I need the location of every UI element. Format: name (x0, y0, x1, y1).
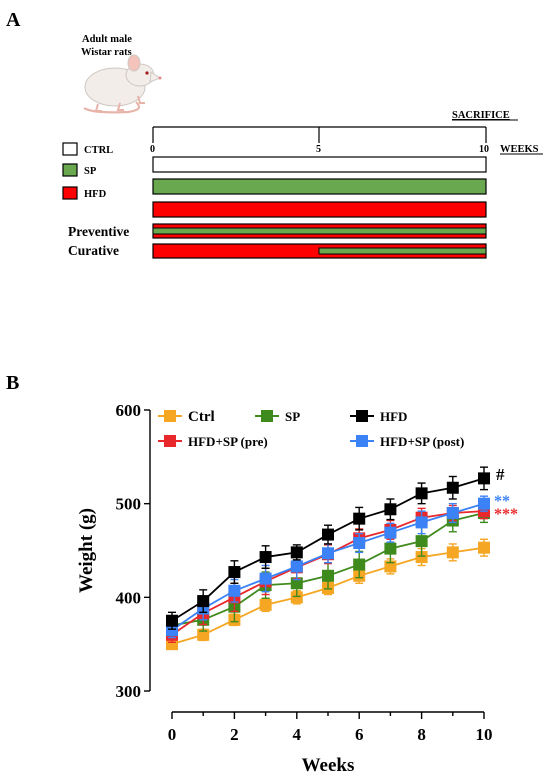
y-axis-title: Weight (g) (76, 508, 97, 593)
x-tick-label: 2 (230, 725, 239, 744)
data-point (197, 628, 210, 641)
data-point (322, 528, 334, 541)
y-tick-label: 400 (116, 588, 142, 607)
data-point (384, 560, 397, 573)
timeline: 0 5 10 SACRIFICE WEEKS (150, 110, 543, 155)
x-tick-label: 10 (476, 725, 493, 744)
chart-series (166, 466, 490, 651)
chart-axes: 300 400 500 600 0 2 4 6 8 10 Weeks Weight (g) (76, 401, 493, 776)
chart-legend: Ctrl SP HFD HFD+SP (pre) HFD+SP (post) (158, 409, 464, 449)
data-point (322, 547, 334, 560)
significance-marker: # (496, 465, 505, 484)
data-point (384, 503, 397, 516)
data-point (290, 577, 303, 590)
data-point (353, 537, 366, 550)
legend-marker (164, 435, 176, 447)
protocol-label-preventive: Preventive (68, 224, 129, 239)
x-tick-label: 6 (355, 725, 364, 744)
significance-markers: # ***** (494, 465, 518, 523)
data-point (446, 481, 459, 494)
legend-item: Ctrl (158, 409, 215, 425)
x-tick-label: 0 (168, 725, 177, 744)
legend-item: HFD (350, 409, 407, 424)
rat-illustration (83, 54, 162, 114)
data-point (353, 512, 366, 525)
animal-label-line2: Wistar rats (81, 47, 132, 58)
treatment-bars: Preventive Curative (68, 156, 487, 259)
legend-label: HFD+SP (post) (380, 434, 464, 449)
legend-label: HFD (380, 409, 407, 424)
data-point (415, 551, 428, 564)
x-tick-label: 4 (293, 725, 302, 744)
weeks-label: WEEKS (500, 144, 539, 155)
data-point (478, 497, 490, 510)
legend-item: HFD+SP (pre) (158, 434, 268, 449)
bar-preventive-sp (152, 227, 487, 235)
data-point (478, 472, 490, 485)
panel-a-label: A (6, 9, 21, 31)
data-point (290, 546, 303, 559)
data-point (446, 546, 459, 559)
x-axis-title: Weeks (302, 755, 355, 776)
data-point (384, 542, 397, 555)
data-point (384, 526, 397, 539)
data-point (166, 638, 178, 651)
data-point (415, 516, 428, 529)
y-tick-label: 300 (116, 682, 142, 701)
timeline-tick-label-0: 0 (150, 144, 155, 155)
data-point (322, 569, 334, 582)
group-legend: CTRL SP HFD (62, 142, 113, 200)
data-point (353, 558, 366, 571)
protocol-label-curative: Curative (68, 243, 119, 258)
bar-curative-sp (318, 247, 487, 255)
bar-ctrl (152, 156, 487, 173)
legend-label-sp: SP (84, 166, 97, 177)
animal-label-line1: Adult male (82, 34, 132, 45)
data-point (228, 566, 241, 579)
significance-marker: *** (494, 506, 518, 523)
legend-marker (356, 435, 368, 447)
series-sp (166, 502, 490, 634)
legend-marker (164, 410, 176, 422)
bar-hfd (152, 201, 487, 218)
series-hfd (166, 466, 490, 630)
timeline-tick-label-5: 5 (316, 144, 321, 155)
legend-swatch-hfd (62, 186, 78, 200)
legend-item: HFD+SP (post) (350, 434, 464, 449)
legend-label-ctrl: CTRL (84, 145, 113, 156)
data-point (446, 507, 459, 520)
data-point (415, 535, 428, 548)
legend-label-hfd: HFD (84, 189, 107, 200)
data-point (197, 595, 210, 608)
x-tick-label: 8 (417, 725, 426, 744)
data-point (259, 572, 272, 585)
data-point (290, 560, 303, 573)
data-point (228, 584, 241, 597)
data-point (166, 614, 178, 627)
legend-label: Ctrl (188, 409, 215, 425)
bar-sp (152, 178, 487, 195)
legend-swatch-sp (62, 163, 78, 177)
y-tick-label: 500 (116, 495, 142, 514)
legend-item: SP (255, 409, 300, 424)
legend-label: HFD+SP (pre) (188, 434, 268, 449)
weight-chart: 300 400 500 600 0 2 4 6 8 10 Weeks Weight (g) Ctrl S… (76, 401, 518, 776)
legend-swatch-ctrl (62, 142, 78, 156)
legend-marker (356, 410, 368, 422)
legend-marker (261, 410, 273, 422)
sacrifice-label: SACRIFICE (452, 110, 510, 121)
data-point (415, 487, 428, 500)
timeline-tick-label-10: 10 (479, 144, 489, 155)
data-point (259, 551, 272, 564)
data-point (290, 591, 303, 604)
y-tick-label: 600 (116, 401, 142, 420)
significance-marker: ** (494, 493, 510, 510)
data-point (166, 624, 178, 637)
data-point (478, 541, 490, 554)
data-point (259, 598, 272, 611)
legend-label: SP (285, 409, 300, 424)
panel-b-label: B (6, 372, 19, 394)
